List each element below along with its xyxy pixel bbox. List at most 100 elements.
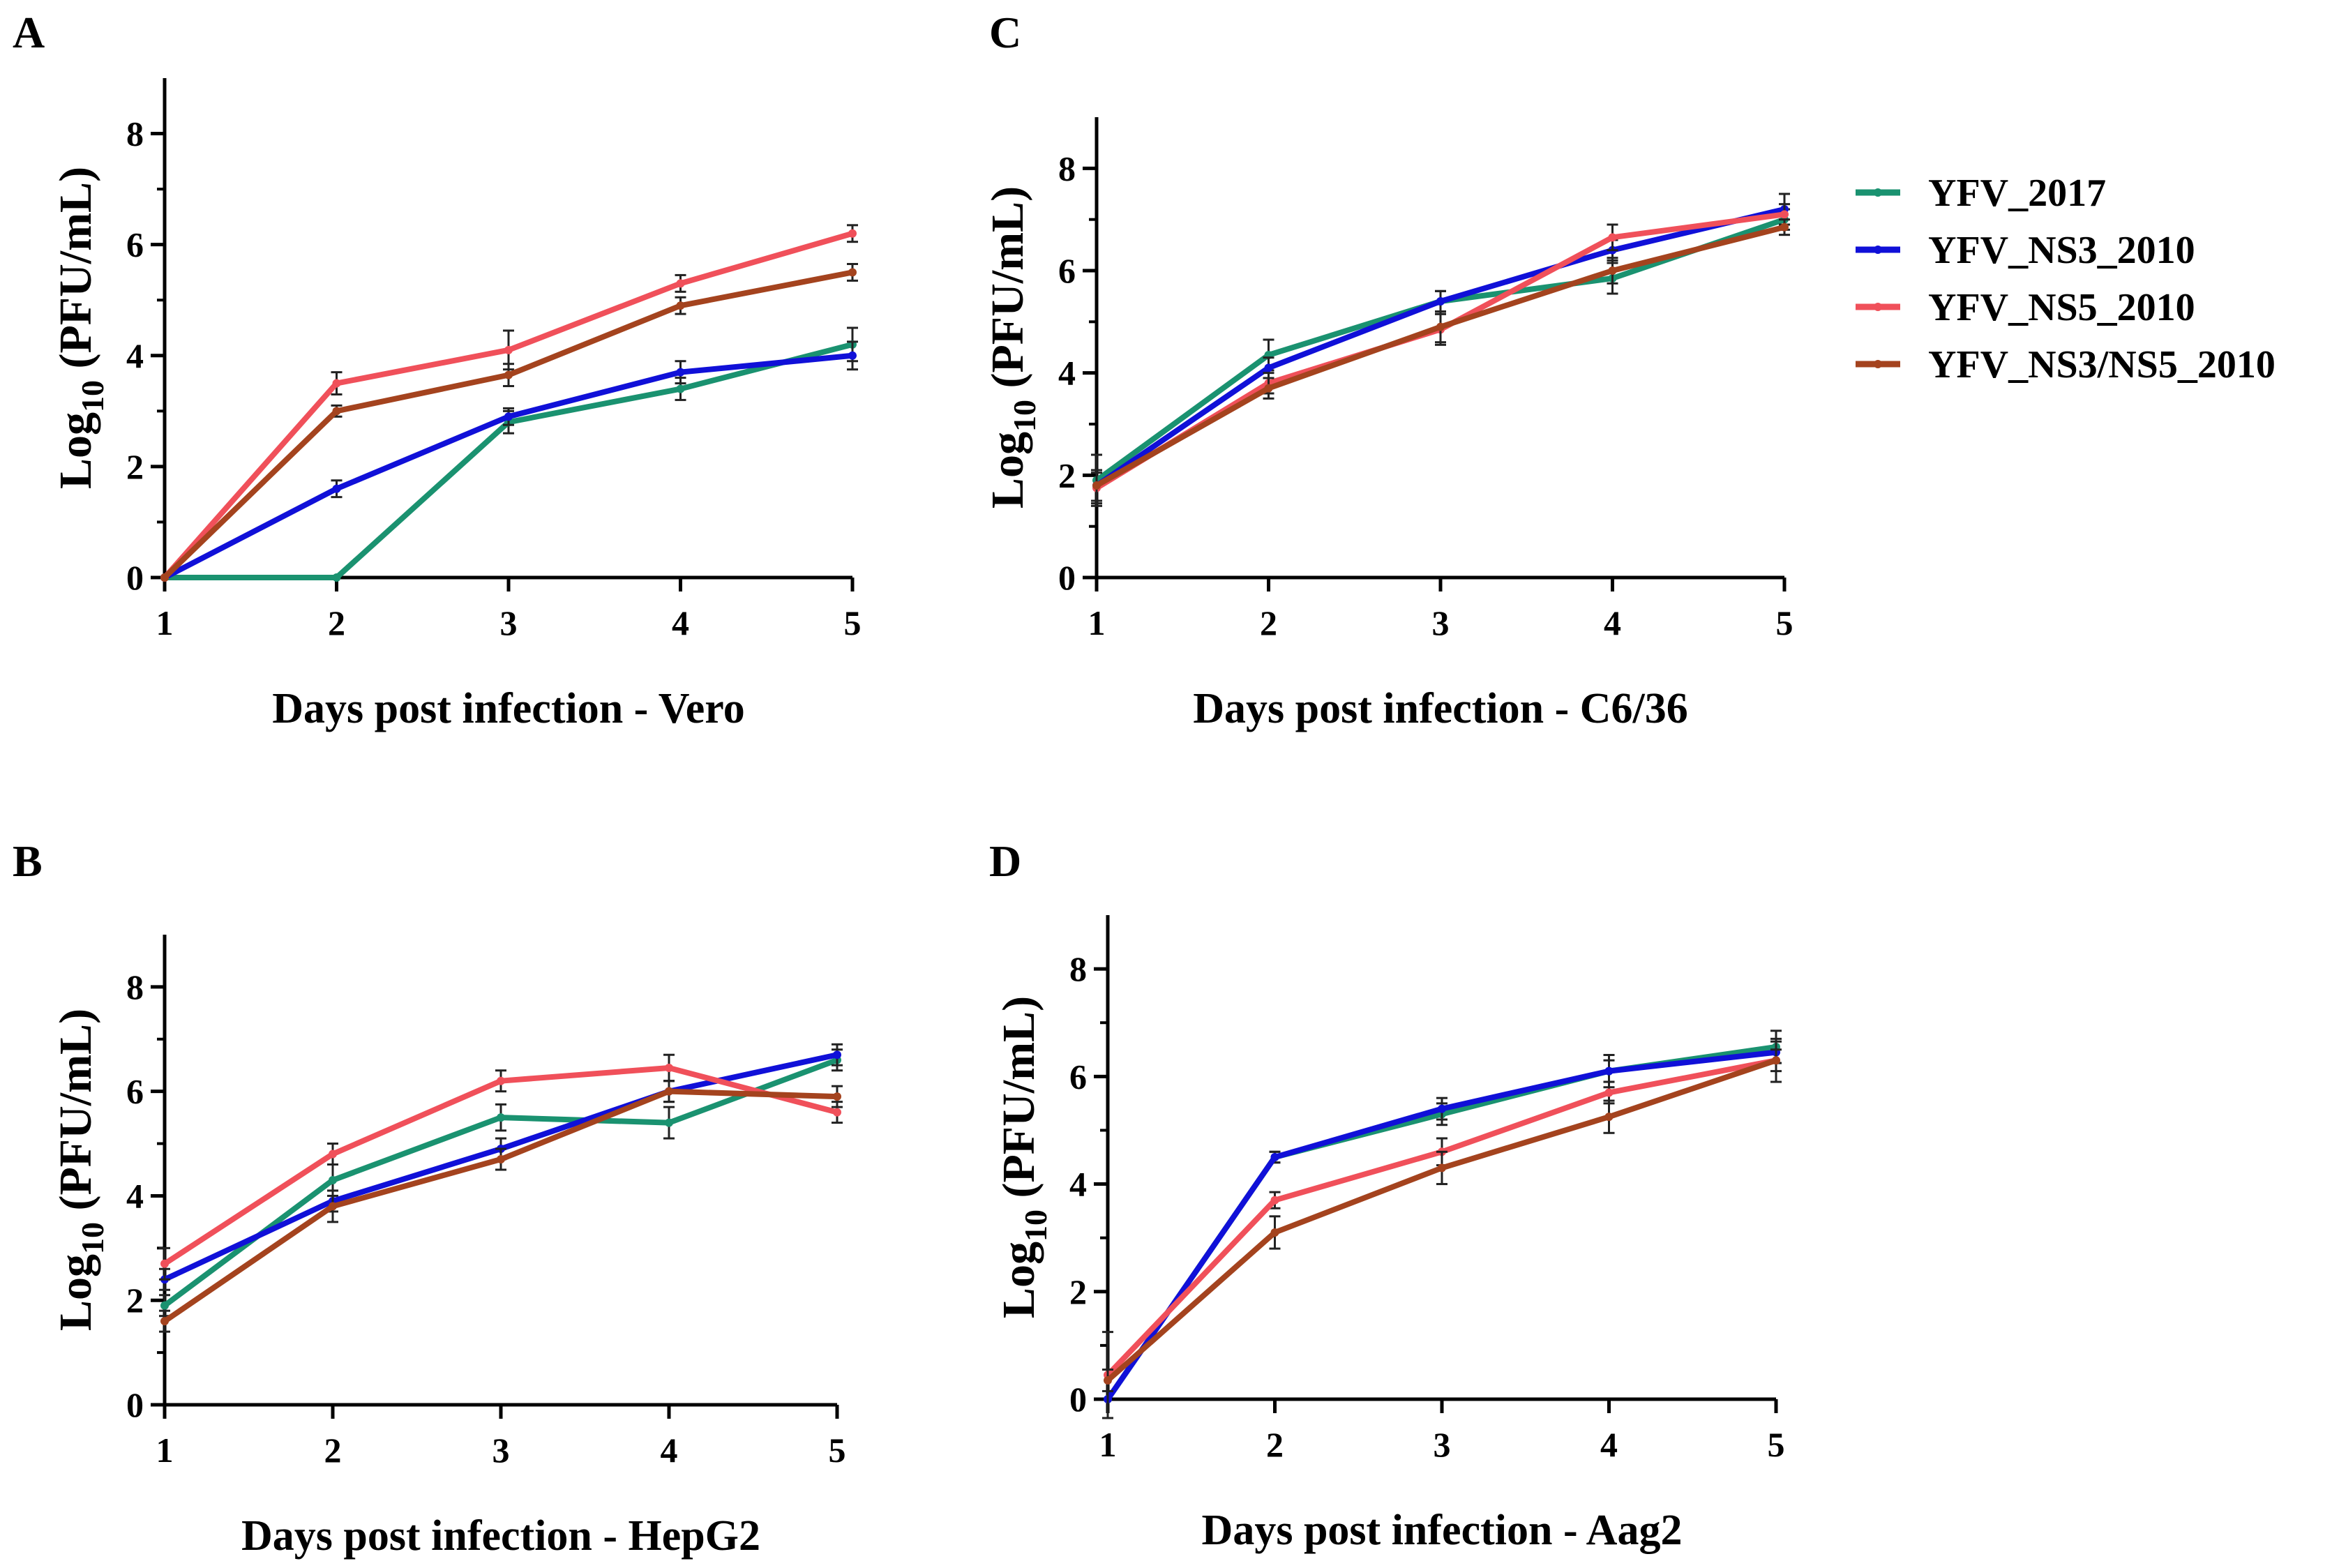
y-tick-label: 8	[126, 967, 144, 1007]
y-tick-label: 4	[1058, 354, 1076, 393]
legend-marker	[1874, 360, 1882, 368]
y-axis-title-subscript: 10	[75, 1222, 110, 1254]
data-point	[497, 1155, 505, 1164]
data-point	[1436, 297, 1445, 306]
series-yfv-ns3-ns5-2010	[1102, 1037, 1782, 1392]
data-point	[676, 279, 685, 288]
y-tick-label: 6	[1058, 251, 1076, 290]
data-point	[1780, 223, 1789, 232]
series-yfv-ns5-2010	[1091, 203, 1790, 505]
data-point	[833, 1050, 841, 1060]
x-tick-label: 3	[1434, 1425, 1451, 1464]
panel-C: C 0 2 4 6 8 1 2 3 4 5 Days post infection - C6/36 Lo…	[982, 8, 1793, 732]
data-point	[497, 1076, 505, 1085]
data-point	[160, 573, 169, 582]
series-line	[163, 352, 853, 580]
data-point	[1270, 1228, 1279, 1237]
y-axis-title-main: Log	[50, 412, 101, 489]
series-yfv-ns5-2010	[159, 1053, 843, 1281]
panel-B: B 0 2 4 6 8 1 2 3 4 5 Days post infection - HepG2 Lo…	[13, 836, 846, 1560]
series-line	[1095, 216, 1786, 483]
y-axis-title-main: Log	[993, 1242, 1044, 1318]
y-axis-title-subscript: 10	[1018, 1209, 1053, 1242]
data-point	[833, 1108, 841, 1117]
legend-marker	[1874, 188, 1882, 197]
x-axis-title: Days post infection - C6/36	[1193, 685, 1688, 732]
data-point	[1604, 1066, 1614, 1076]
data-point	[1438, 1104, 1446, 1113]
y-axis-title: Log10 (PFU/mL)	[993, 996, 1053, 1318]
x-tick-label: 4	[1604, 603, 1621, 642]
data-point	[1608, 233, 1617, 242]
series-yfv-ns3-2010	[1091, 193, 1790, 502]
x-tick-label: 3	[500, 603, 518, 642]
y-tick-label: 8	[1058, 149, 1076, 188]
series-yfv-ns3-2010	[160, 340, 858, 582]
legend-item: YFV_NS3_2010	[1856, 229, 2195, 272]
x-tick-label: 2	[1266, 1425, 1284, 1464]
data-point	[329, 1175, 337, 1184]
data-point	[332, 407, 341, 416]
data-point	[848, 268, 857, 277]
y-tick-label: 4	[126, 336, 144, 375]
x-tick-label: 2	[324, 1431, 342, 1470]
legend-label: YFV_NS3_2010	[1928, 229, 2195, 272]
series-yfv-2017	[1104, 1030, 1782, 1403]
y-axis-title: Log10 (PFU/mL)	[50, 1009, 110, 1331]
data-point	[504, 412, 513, 421]
series-yfv-ns3-ns5-2010	[159, 1080, 843, 1333]
series-yfv-ns3-ns5-2010	[160, 263, 858, 582]
legend-label: YFV_2017	[1928, 172, 2106, 215]
y-tick-label: 6	[126, 225, 144, 264]
series-yfv-ns3-2010	[1104, 1040, 1782, 1403]
y-tick-label: 2	[126, 447, 144, 486]
y-tick-label: 4	[1069, 1165, 1087, 1204]
data-point	[160, 1259, 169, 1268]
x-axis-title: Days post infection - HepG2	[241, 1512, 760, 1560]
y-axis-title-rest: (PFU/mL)	[50, 167, 101, 380]
legend-item: YFV_NS5_2010	[1856, 286, 2195, 329]
data-point	[1092, 481, 1101, 490]
y-tick-label: 8	[1069, 949, 1087, 988]
legend-item: YFV_NS3/NS5_2010	[1856, 343, 2276, 386]
data-point	[676, 368, 685, 377]
legend-item: YFV_2017	[1856, 172, 2106, 215]
x-axis-title: Days post infection - Aag2	[1202, 1507, 1683, 1554]
data-point	[833, 1092, 841, 1101]
x-tick-label: 1	[156, 1431, 174, 1470]
legend: YFV_2017 YFV_NS3_2010 YFV_NS5_2010 YFV_NS3/…	[1856, 172, 2276, 386]
y-axis-title-main: Log	[982, 432, 1033, 508]
x-tick-label: 5	[1768, 1425, 1785, 1464]
data-point	[1436, 322, 1445, 331]
data-point	[1264, 363, 1273, 372]
data-point	[1772, 1056, 1780, 1065]
x-tick-label: 3	[492, 1431, 510, 1470]
y-tick-label: 2	[1058, 455, 1076, 495]
data-point	[1270, 1196, 1279, 1205]
series-line	[163, 1057, 838, 1308]
y-axis-title-main: Log	[50, 1254, 101, 1331]
y-tick-label: 0	[126, 1385, 144, 1424]
data-point	[1608, 266, 1617, 275]
y-tick-label: 2	[126, 1281, 144, 1320]
x-tick-label: 2	[1260, 603, 1277, 642]
data-point	[1264, 384, 1273, 393]
panels-group: A 0 2 4 6 8 1 2 3 4 5 Days post infection - Vero Log…	[13, 8, 1793, 1560]
x-tick-label: 2	[328, 603, 345, 642]
x-tick-label: 1	[1099, 1425, 1117, 1464]
data-point	[665, 1063, 673, 1072]
panel-letter: C	[989, 8, 1021, 57]
data-point	[160, 1301, 169, 1310]
y-axis-title-subscript: 10	[75, 380, 110, 412]
data-point	[332, 484, 341, 493]
data-point	[1604, 1113, 1614, 1122]
legend-label: YFV_NS3/NS5_2010	[1928, 343, 2276, 386]
data-point	[848, 229, 857, 238]
y-tick-label: 6	[126, 1072, 144, 1111]
x-tick-label: 4	[672, 603, 689, 642]
y-axis-title-rest: (PFU/mL)	[993, 996, 1044, 1209]
y-axis-title-subscript: 10	[1007, 400, 1042, 432]
series-yfv-ns3-ns5-2010	[1091, 218, 1790, 502]
data-point	[329, 1202, 337, 1211]
